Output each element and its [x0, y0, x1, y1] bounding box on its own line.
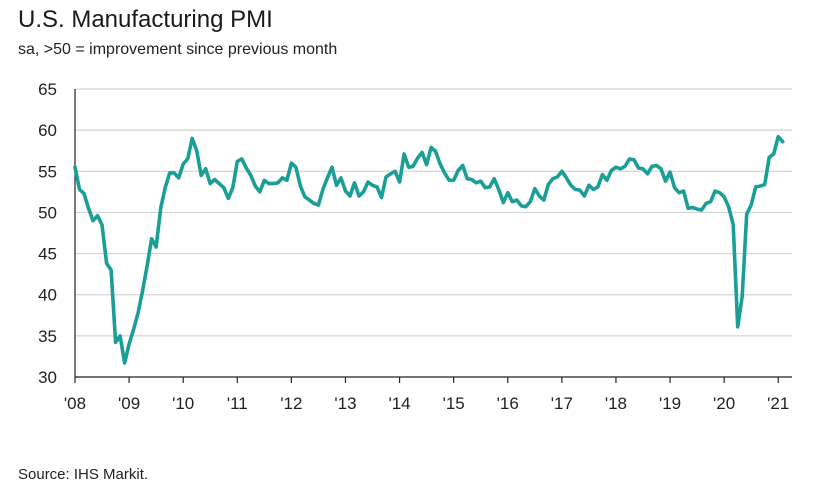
x-tick-label: '15 [443, 394, 465, 413]
x-tick-label: '20 [713, 394, 735, 413]
x-tick-label: '10 [172, 394, 194, 413]
y-tick-label-40: 40 [38, 286, 57, 305]
y-tick-label-35: 35 [38, 327, 57, 346]
series-line-pmi [73, 134, 785, 365]
x-tick-label: '14 [388, 394, 410, 413]
y-tick-label-55: 55 [38, 162, 57, 181]
x-tick-label: '17 [551, 394, 573, 413]
y-tick-label-60: 60 [38, 121, 57, 140]
y-tick-label-45: 45 [38, 245, 57, 264]
source-note: Source: IHS Markit. [18, 466, 149, 483]
x-tick-label: '09 [118, 394, 140, 413]
x-tick-label: '08 [64, 394, 86, 413]
x-tick-label: '12 [280, 394, 302, 413]
y-tick-label-65: 65 [38, 80, 57, 99]
x-tick-label: '16 [497, 394, 519, 413]
y-tick-label-50: 50 [38, 203, 57, 222]
y-tick-label-30: 30 [38, 368, 57, 387]
chart-title: U.S. Manufacturing PMI [18, 6, 273, 33]
x-tick-label: '11 [227, 394, 248, 413]
x-tick-label: '13 [334, 394, 356, 413]
x-tick-label: '21 [767, 394, 789, 413]
x-tick-label: '19 [659, 394, 681, 413]
chart-subtitle: sa, >50 = improvement since previous mon… [18, 41, 338, 58]
x-tick-label: '18 [605, 394, 627, 413]
